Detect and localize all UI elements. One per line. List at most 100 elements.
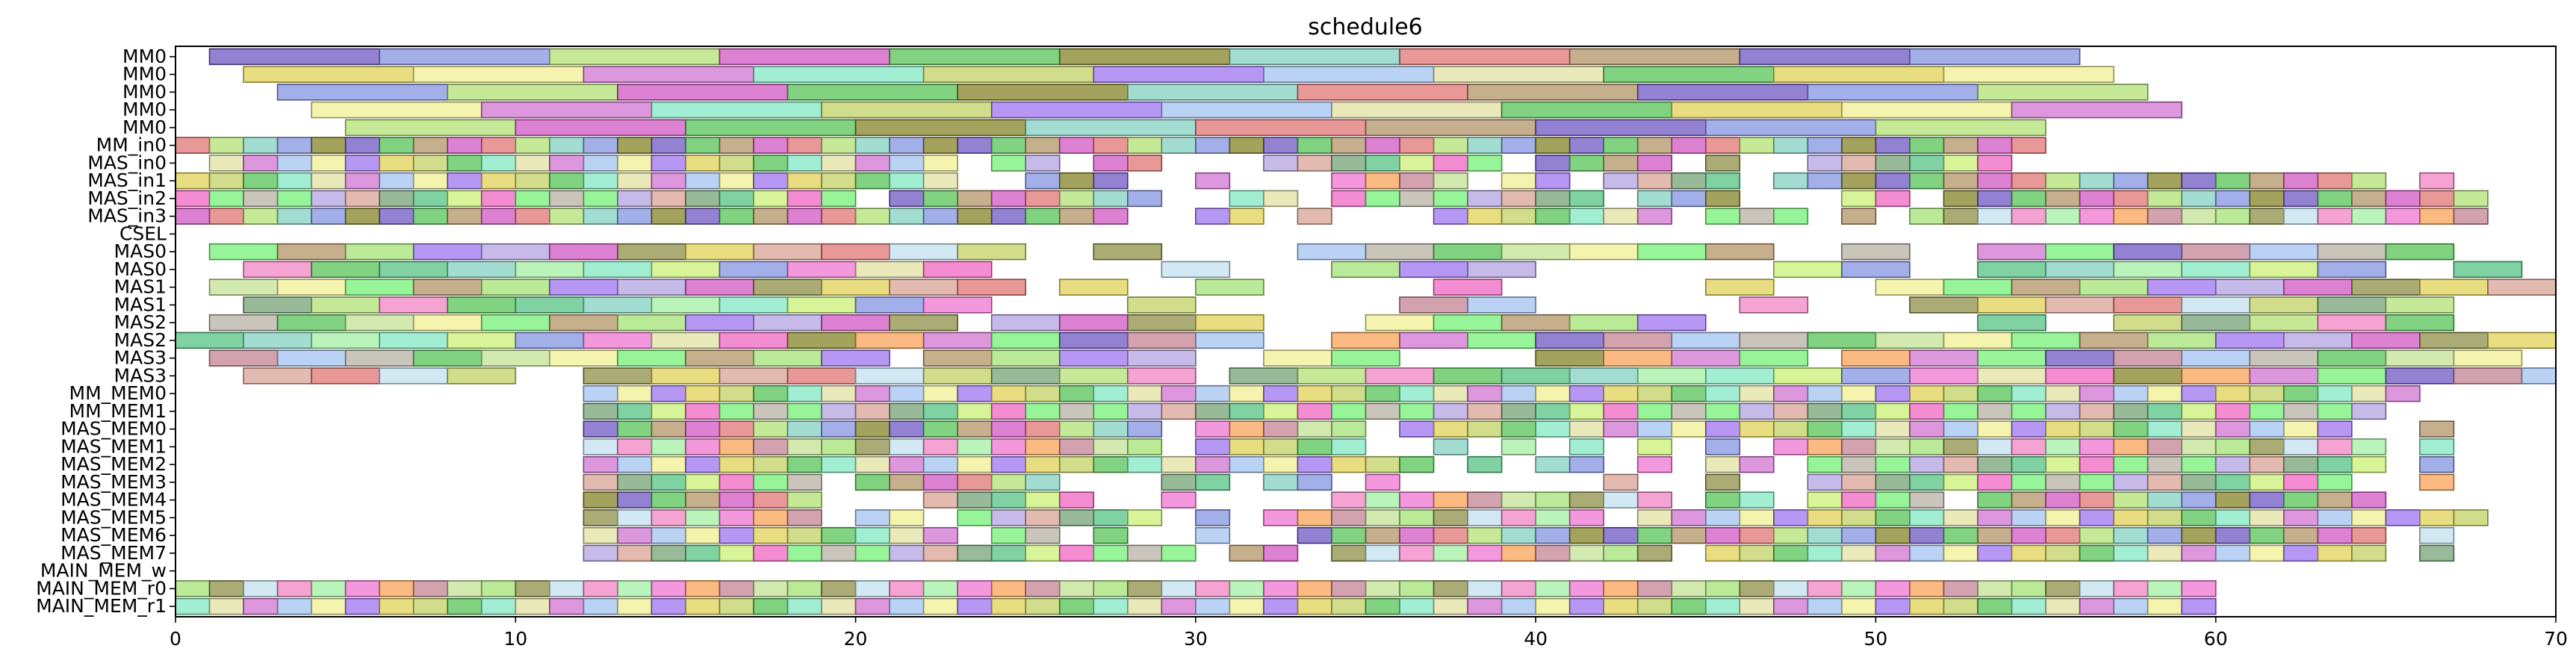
- task-bar: [685, 580, 721, 597]
- task-bar: [889, 385, 925, 402]
- task-bar: [1161, 261, 1231, 279]
- task-bar: [549, 279, 618, 296]
- task-bar: [957, 402, 993, 420]
- task-bar: [922, 349, 993, 367]
- task-bar: [2249, 367, 2319, 385]
- task-bar: [1568, 48, 1741, 66]
- task-bar: [1535, 137, 1571, 154]
- y-tick-label: MAS3: [114, 347, 167, 369]
- task-bar: [1568, 455, 1604, 473]
- task-bar: [1568, 580, 1604, 597]
- task-bar: [1773, 544, 1809, 562]
- task-bar: [685, 243, 754, 261]
- task-bar: [889, 172, 925, 190]
- task-bar: [2045, 190, 2081, 208]
- task-bar: [1229, 385, 1264, 402]
- task-bar: [243, 155, 279, 172]
- task-bar: [617, 314, 686, 332]
- task-bar: [1909, 509, 1945, 526]
- task-bar: [379, 367, 449, 385]
- y-tick-label: MAS_MEM1: [60, 435, 167, 457]
- task-bar: [753, 580, 789, 597]
- task-bar: [651, 190, 686, 208]
- task-bar: [685, 155, 721, 172]
- task-bar: [1909, 172, 1945, 190]
- y-tick-label: MM_MEM1: [69, 400, 167, 422]
- task-bar: [922, 296, 993, 314]
- task-bar: [2282, 279, 2353, 296]
- task-bar: [922, 597, 958, 615]
- task-bar: [1058, 385, 1095, 402]
- task-bar: [1433, 279, 1503, 296]
- task-bar: [480, 137, 517, 154]
- task-bar: [1603, 172, 1639, 190]
- task-bar: [854, 296, 925, 314]
- task-bar: [1331, 261, 1400, 279]
- task-bar: [2011, 332, 2081, 349]
- task-bar: [1433, 438, 1468, 455]
- task-bar: [1195, 509, 1231, 526]
- task-bar: [1365, 119, 1536, 137]
- task-bar: [1195, 314, 1264, 332]
- task-bar: [786, 509, 822, 526]
- task-bar: [1433, 597, 1468, 615]
- task-bar: [1127, 402, 1163, 420]
- task-bar: [1229, 190, 1264, 208]
- task-bar: [1636, 208, 1673, 225]
- task-bar: [1807, 597, 1843, 615]
- task-bar: [1875, 402, 1911, 420]
- task-bar: [1500, 101, 1673, 119]
- task-bar: [719, 367, 789, 385]
- task-bar: [1127, 597, 1163, 615]
- task-bar: [1297, 367, 1367, 385]
- task-bar: [1603, 597, 1639, 615]
- task-bar: [1297, 420, 1332, 438]
- task-bar: [1500, 526, 1536, 544]
- task-bar: [583, 526, 618, 544]
- task-bar: [1297, 438, 1332, 455]
- task-bar: [583, 402, 618, 420]
- task-bar: [1704, 597, 1741, 615]
- task-bar: [2351, 509, 2387, 526]
- task-bar: [753, 491, 789, 508]
- task-bar: [854, 367, 925, 385]
- task-bar: [1500, 491, 1536, 508]
- task-bar: [276, 137, 312, 154]
- task-bar: [1433, 367, 1503, 385]
- task-bar: [1195, 119, 1367, 137]
- task-bar: [2113, 597, 2149, 615]
- task-bar: [175, 137, 211, 154]
- task-bar: [1127, 155, 1163, 172]
- task-bar: [719, 491, 754, 508]
- task-bar: [1229, 455, 1264, 473]
- task-bar: [1195, 455, 1231, 473]
- task-bar: [276, 190, 312, 208]
- task-bar: [1467, 385, 1503, 402]
- task-bar: [854, 438, 890, 455]
- task-bar: [2113, 580, 2149, 597]
- task-bar: [1977, 526, 2013, 544]
- task-bar: [2045, 172, 2081, 190]
- task-bar: [957, 491, 993, 508]
- task-bar: [243, 580, 279, 597]
- task-bar: [1568, 438, 1604, 455]
- task-bar: [1331, 544, 1367, 562]
- task-bar: [2282, 190, 2319, 208]
- task-bar: [447, 332, 517, 349]
- task-bar: [889, 455, 925, 473]
- task-bar: [685, 597, 721, 615]
- task-bar: [1875, 526, 1911, 544]
- task-bar: [685, 208, 721, 225]
- task-bar: [1127, 385, 1163, 402]
- y-tick-label: MAIN_MEM_w: [40, 560, 167, 582]
- task-bar: [786, 367, 857, 385]
- task-bar: [1025, 385, 1061, 402]
- y-tick-label: MAS3: [114, 364, 167, 386]
- task-bar: [1500, 314, 1571, 332]
- task-bar: [1636, 385, 1673, 402]
- task-bar: [1603, 473, 1639, 491]
- task-bar: [2317, 349, 2387, 367]
- task-bar: [1875, 509, 1911, 526]
- task-bar: [1636, 438, 1673, 455]
- task-bar: [2282, 455, 2319, 473]
